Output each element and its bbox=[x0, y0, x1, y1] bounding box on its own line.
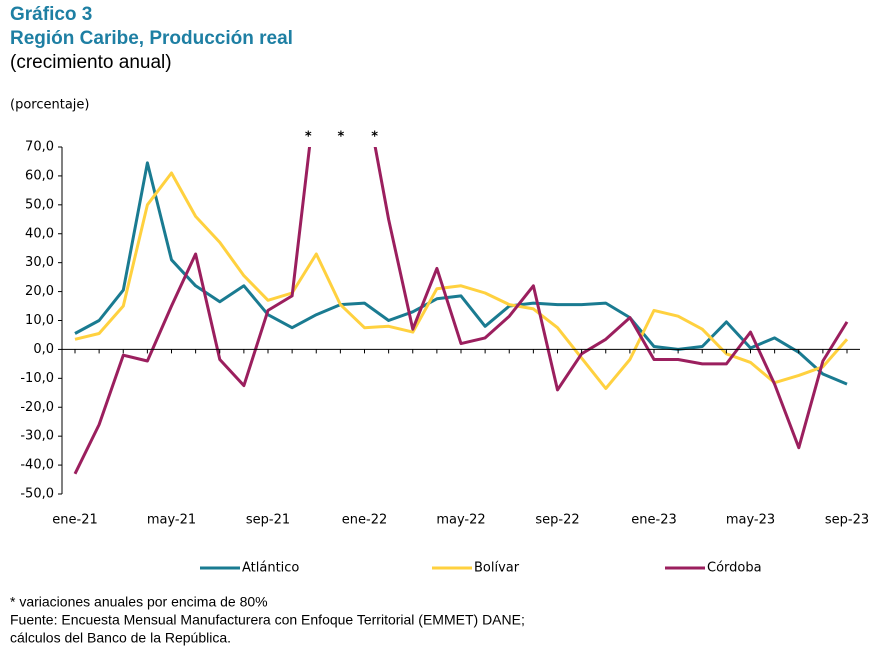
y-tick-label: 40,0 bbox=[25, 226, 54, 241]
y-tick-label: 20,0 bbox=[25, 284, 54, 299]
annotation: * bbox=[371, 130, 378, 145]
footnote: cálculos del Banco de la República. bbox=[10, 630, 231, 646]
y-tick-label: -50,0 bbox=[20, 487, 54, 502]
x-tick-label: sep-22 bbox=[535, 513, 579, 528]
y-tick-label: 0,0 bbox=[33, 342, 54, 357]
chart-subtitle: Región Caribe, Producción real bbox=[10, 28, 293, 49]
y-tick-label: 50,0 bbox=[25, 197, 54, 212]
annotation: * bbox=[305, 130, 312, 145]
y-tick-label: -40,0 bbox=[20, 458, 54, 473]
x-tick-label: sep-23 bbox=[825, 513, 869, 528]
y-tick-label: -10,0 bbox=[20, 371, 54, 386]
annotation: * bbox=[337, 130, 344, 145]
y-tick-label: -30,0 bbox=[20, 429, 54, 444]
y-tick-label: 60,0 bbox=[25, 168, 54, 183]
chart-title: Gráfico 3 bbox=[10, 4, 92, 25]
x-tick-label: may-21 bbox=[147, 513, 196, 528]
legend-label: Córdoba bbox=[707, 561, 762, 576]
series-line bbox=[74, 171, 849, 390]
x-tick-label: ene-22 bbox=[342, 513, 387, 528]
y-tick-label: 70,0 bbox=[25, 140, 54, 155]
y-tick-label: -20,0 bbox=[20, 400, 54, 415]
x-tick-label: may-22 bbox=[436, 513, 485, 528]
x-tick-label: sep-21 bbox=[246, 513, 290, 528]
legend-label: Atlántico bbox=[242, 561, 299, 576]
footnote: * variaciones anuales por encima de 80% bbox=[10, 594, 268, 610]
y-tick-label: 30,0 bbox=[25, 255, 54, 270]
legend-label: Bolívar bbox=[474, 561, 520, 576]
plot-area bbox=[73, 147, 849, 475]
x-tick-label: may-23 bbox=[726, 513, 775, 528]
series-line bbox=[73, 147, 849, 475]
x-tick-label: ene-23 bbox=[631, 513, 676, 528]
y-tick-label: 10,0 bbox=[25, 313, 54, 328]
x-tick-label: ene-21 bbox=[52, 513, 97, 528]
y-axis-label: (porcentaje) bbox=[10, 98, 89, 113]
footnote: Fuente: Encuesta Mensual Manufacturera c… bbox=[10, 612, 525, 628]
chart-subtitle-2: (crecimiento anual) bbox=[10, 52, 172, 73]
